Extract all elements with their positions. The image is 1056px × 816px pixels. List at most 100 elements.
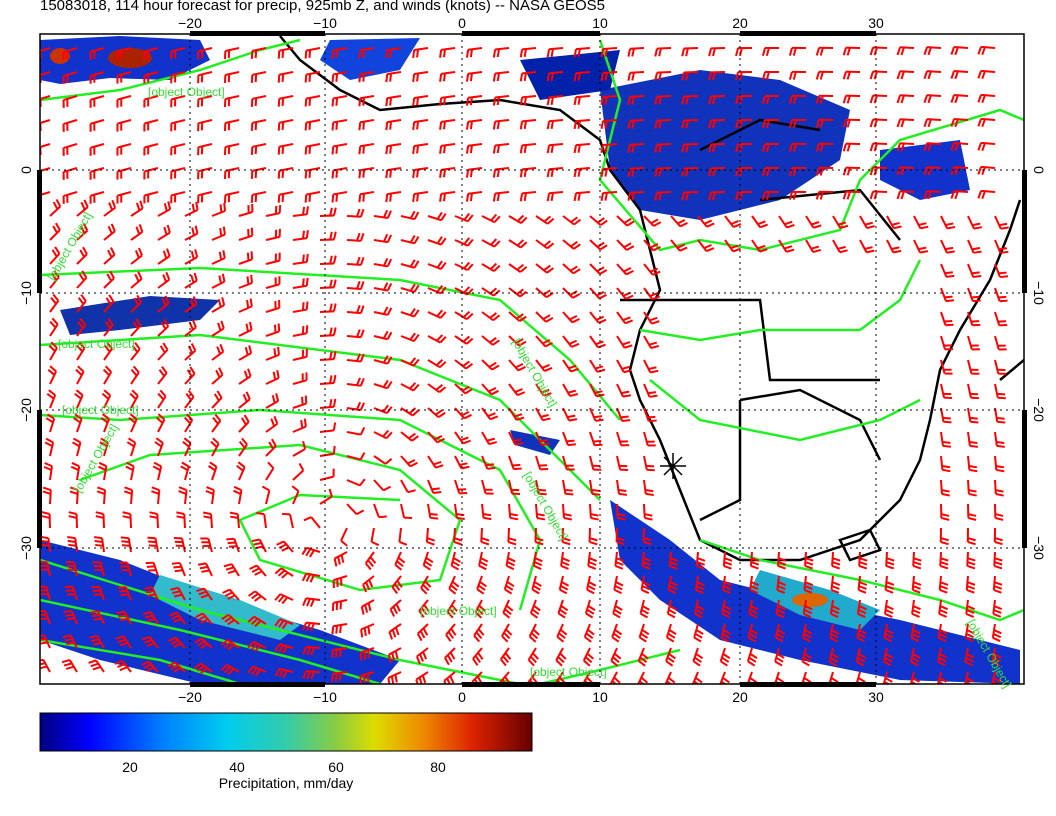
wind-barb: [149, 511, 159, 529]
wind-barb: [977, 189, 996, 200]
wind-barb: [616, 383, 632, 398]
lat-tick-label: −20: [18, 398, 34, 422]
wind-barb: [589, 263, 608, 275]
precip-area-front-core: [150, 575, 300, 640]
wind-barb: [346, 478, 366, 487]
wind-barb: [170, 143, 186, 156]
wind-barb: [115, 635, 132, 649]
wind-barb: [665, 623, 677, 643]
wind-barb: [869, 94, 888, 104]
wind-barb: [681, 119, 699, 129]
wind-barb: [600, 143, 618, 153]
wind-barb: [534, 527, 544, 546]
wind-barb: [666, 599, 678, 619]
wind-barb: [385, 143, 402, 155]
wind-barb: [993, 527, 1003, 546]
wind-barb: [143, 191, 159, 204]
wind-barb: [643, 431, 656, 447]
wind-barb: [44, 437, 55, 457]
wind-barb: [373, 258, 393, 268]
wind-barb: [535, 287, 554, 299]
wind-barb: [142, 611, 159, 625]
wind-barb: [360, 623, 375, 638]
wind-barb: [869, 190, 888, 200]
wind-barb: [92, 561, 105, 577]
wind-barb: [211, 297, 226, 313]
wind-barb: [923, 70, 942, 80]
wind-barb: [694, 599, 705, 619]
wind-barb: [886, 215, 902, 230]
wind-barb: [76, 199, 89, 217]
wind-barb: [815, 70, 834, 80]
precip-area-atlantic: [60, 296, 220, 335]
wind-barb: [400, 283, 420, 294]
wind-barb: [292, 301, 309, 313]
wind-barb: [373, 233, 392, 244]
wind-barb: [505, 551, 516, 571]
wind-barb: [492, 95, 510, 106]
wind-barb: [481, 455, 496, 470]
wind-barb: [331, 71, 348, 83]
wind-barb: [394, 551, 406, 571]
wind-barb: [62, 71, 78, 84]
wind-barb: [331, 47, 348, 59]
wind-barb: [643, 311, 660, 325]
wind-barb: [210, 437, 220, 457]
wind-barb: [427, 309, 447, 319]
wind-barb: [439, 71, 456, 82]
lon-labels-top: −20 −10 0 10 20 30: [178, 15, 884, 31]
wind-barb: [292, 277, 309, 289]
wind-barb: [184, 225, 199, 241]
wind-barb: [670, 215, 688, 228]
wind-barb: [654, 119, 672, 129]
wind-barb: [573, 47, 591, 58]
wind-barb: [265, 461, 275, 481]
wind-barb: [761, 47, 780, 57]
wind-barb: [277, 119, 294, 131]
wind-barb: [721, 599, 732, 619]
precip-core: [108, 48, 152, 68]
wind-barb: [830, 575, 841, 594]
wind-barb: [130, 271, 143, 289]
wind-barb: [693, 623, 704, 643]
wind-barb: [724, 215, 742, 229]
wind-barb: [72, 437, 82, 457]
wind-barb: [211, 226, 226, 241]
wind-barb: [815, 94, 834, 104]
wind-barb: [157, 248, 171, 265]
wind-barb: [643, 287, 661, 301]
wind-barb: [265, 299, 281, 313]
wind-barb: [777, 551, 787, 570]
wind-barb: [385, 191, 402, 203]
wind-barb: [923, 118, 942, 128]
wind-barb: [249, 564, 267, 577]
wind-barb: [859, 215, 875, 230]
wind-barb: [197, 47, 213, 60]
wind-barb: [583, 623, 595, 643]
wind-barb: [582, 647, 594, 667]
location-star-icon: [660, 453, 686, 479]
wind-barb: [147, 536, 159, 553]
wind-barb: [708, 71, 726, 81]
wind-barb: [508, 503, 519, 521]
wind-barb: [788, 166, 807, 176]
wind-barb: [556, 623, 568, 643]
wind-barb: [250, 167, 267, 179]
wind-barb: [222, 588, 240, 601]
wind-barb: [616, 431, 630, 447]
wind-barb: [535, 407, 551, 422]
wind-barb: [184, 249, 199, 265]
wind-barb: [358, 167, 375, 179]
wind-barb: [508, 383, 526, 397]
wind-barb: [994, 239, 1009, 254]
wind-barb: [481, 238, 501, 248]
wind-barb: [400, 407, 420, 417]
wind-barb: [400, 357, 420, 367]
wind-barb: [535, 383, 552, 397]
wind-barb: [967, 359, 980, 375]
wind-barb: [211, 250, 226, 265]
wind-barb: [859, 239, 875, 254]
wind-barb: [282, 512, 294, 529]
wind-barb: [61, 659, 78, 673]
